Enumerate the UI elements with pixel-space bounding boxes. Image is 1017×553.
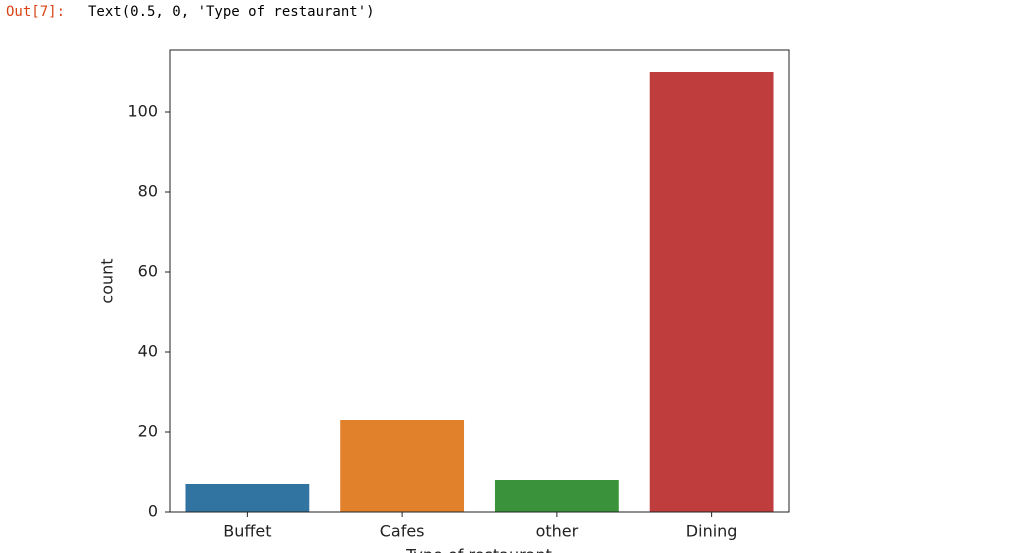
y-tick-label: 20 [138,422,158,441]
y-tick-label: 100 [127,102,158,121]
output-cell: Out[7]: Text(0.5, 0, 'Type of restaurant… [0,0,1017,30]
x-axis-label: Type of restaurant [405,546,552,553]
output-prompt: Out[7]: [6,4,66,20]
x-tick-label: Buffet [223,522,271,541]
x-tick-label: Cafes [380,522,425,541]
y-axis-label: count [98,258,117,303]
y-tick-label: 80 [138,182,158,201]
x-tick-label: other [536,522,579,541]
x-tick-label: Dining [686,522,738,541]
plot-frame [169,49,790,513]
output-text: Text(0.5, 0, 'Type of restaurant') [88,4,375,20]
y-tick-label: 40 [138,342,158,361]
y-tick-label: 0 [148,502,158,521]
bar [340,420,465,512]
bar [185,484,310,512]
bar [494,480,619,512]
y-tick-label: 60 [138,262,158,281]
bar [649,72,774,512]
